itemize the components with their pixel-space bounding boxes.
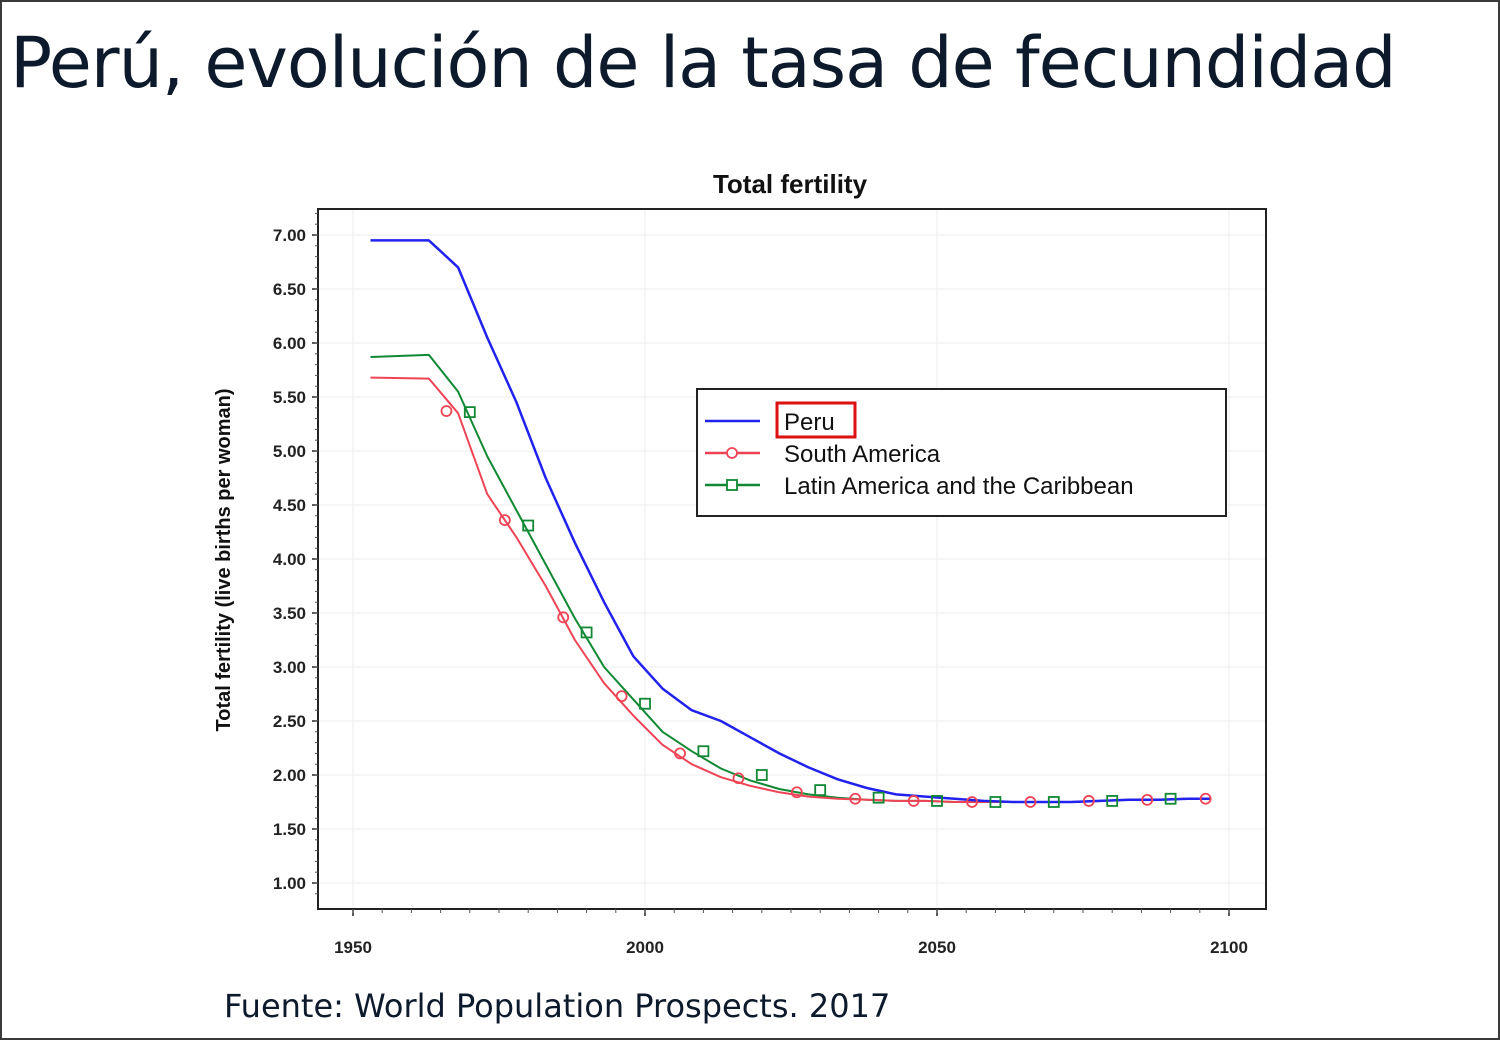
y-axis-label: Total fertility (live births per woman) xyxy=(213,388,235,731)
y-tick-label: 2.50 xyxy=(273,712,306,731)
x-tick-label: 2100 xyxy=(1210,938,1248,957)
y-tick-label: 4.00 xyxy=(273,550,306,569)
y-tick-label: 1.50 xyxy=(273,820,306,839)
latin-america-point xyxy=(1106,795,1119,807)
south-america-point xyxy=(907,795,920,807)
y-tick-label: 2.00 xyxy=(273,766,306,785)
south-america-point xyxy=(849,792,862,805)
chart-title: Total fertility xyxy=(713,169,868,199)
x-axis: 1950 2000 2050 2100 xyxy=(334,909,1248,957)
south-america-point xyxy=(498,514,511,527)
latin-america-point xyxy=(755,769,768,781)
latin-america-point xyxy=(989,796,1002,808)
y-tick-label: 6.00 xyxy=(273,334,306,353)
legend-label: Peru xyxy=(784,409,835,436)
slide-title: Perú, evolución de la tasa de fecundidad xyxy=(10,22,1397,104)
latin-america-point xyxy=(580,626,593,639)
y-tick-label: 3.50 xyxy=(273,604,306,623)
series-lines xyxy=(370,239,1212,804)
y-tick-label: 5.00 xyxy=(273,442,306,461)
south-america-point xyxy=(732,772,745,785)
south-america-point xyxy=(1199,792,1212,805)
latin-america-point xyxy=(1047,796,1060,808)
legend-label: South America xyxy=(784,441,941,468)
legend-box xyxy=(696,388,1227,517)
latin-america-point xyxy=(1164,792,1177,805)
legend-circle-marker xyxy=(726,447,738,459)
south-america-point xyxy=(966,796,978,808)
south-america-point xyxy=(1024,796,1037,808)
latin-america-point xyxy=(639,697,651,710)
x-tick-label: 1950 xyxy=(334,938,372,957)
south-america-point xyxy=(557,611,570,624)
series-markers xyxy=(440,405,1212,808)
y-tick-label: 6.50 xyxy=(273,280,306,299)
south-america-point xyxy=(674,747,686,760)
legend: Peru South America Latin America and the C… xyxy=(696,388,1227,517)
x-tick-label: 2050 xyxy=(918,938,956,957)
source-note: Fuente: World Population Prospects. 2017 xyxy=(224,987,891,1025)
latin-america-point xyxy=(814,784,827,797)
latin-america-point xyxy=(463,406,476,419)
y-tick-label: 3.00 xyxy=(273,658,306,677)
legend-square-marker xyxy=(726,479,738,491)
south-america-point xyxy=(440,405,453,417)
south-america-point xyxy=(615,690,628,703)
y-tick-label: 1.00 xyxy=(273,874,306,893)
latin-america-point xyxy=(931,795,943,807)
latin-america-point xyxy=(872,791,885,804)
latin-america-point xyxy=(697,745,710,758)
latin-america-point xyxy=(522,519,535,532)
legend-highlight-box xyxy=(775,401,857,439)
y-tick-label: 4.50 xyxy=(273,496,306,515)
y-tick-label: 5.50 xyxy=(273,388,306,407)
x-tick-label: 2000 xyxy=(626,938,664,957)
south-america-point xyxy=(790,786,803,799)
legend-label: Latin America and the Caribbean xyxy=(784,473,1134,500)
south-america-point xyxy=(1141,793,1154,806)
south-america-point xyxy=(1082,795,1095,807)
series-line-0 xyxy=(370,239,1212,804)
y-axis: 1.00 1.50 2.00 2.50 3.00 3.50 4.00 4.50 5.00 5.50… xyxy=(273,212,318,895)
y-tick-label: 7.00 xyxy=(273,226,306,245)
